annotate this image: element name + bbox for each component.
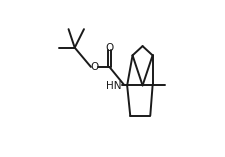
Text: O: O <box>91 62 99 72</box>
Text: O: O <box>105 43 114 53</box>
Text: HN: HN <box>106 81 122 91</box>
